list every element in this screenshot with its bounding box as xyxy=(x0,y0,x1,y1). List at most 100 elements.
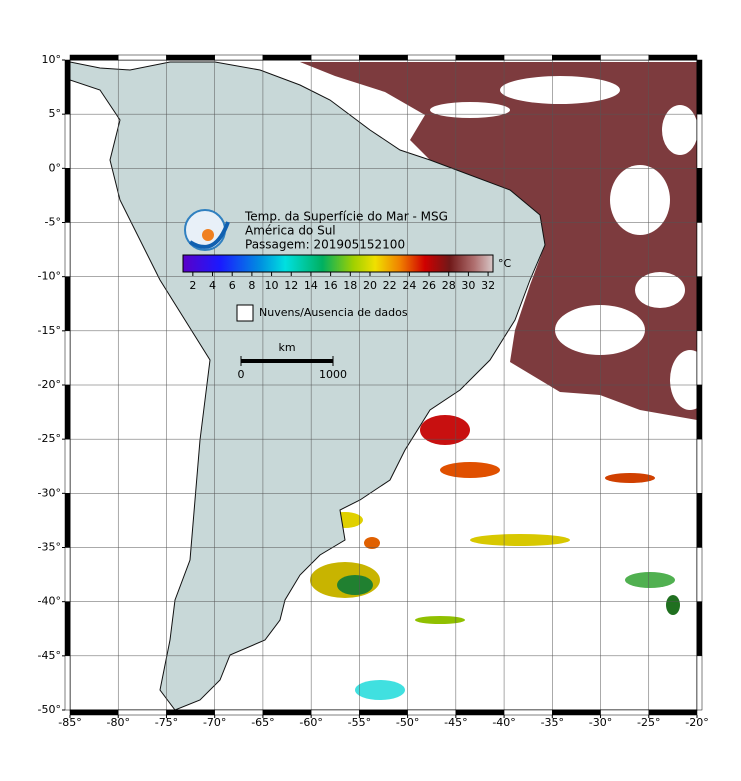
x-tick-label: -25° xyxy=(637,716,660,729)
colorbar-tick-label: 4 xyxy=(209,279,216,292)
y-tick-label: -35° xyxy=(38,541,61,554)
sst-patches xyxy=(310,415,680,700)
frame-segment xyxy=(552,709,601,716)
x-tick-label: -35° xyxy=(541,716,564,729)
frame-segment xyxy=(552,54,601,61)
frame-segment xyxy=(407,709,457,716)
frame-segment xyxy=(310,709,360,716)
colorbar-tick-label: 16 xyxy=(324,279,338,292)
frame-segment xyxy=(64,113,71,169)
frame-segment xyxy=(166,54,215,61)
y-tick-label: -25° xyxy=(38,432,61,445)
y-tick-label: 5° xyxy=(49,107,62,120)
colorbar-tick-label: 18 xyxy=(343,279,357,292)
frame-segment xyxy=(214,709,264,716)
colorbar-tick-label: 2 xyxy=(189,279,196,292)
axes: -85° -80° -75° -70° -65° -60° -55° -50° -45° -40°… xyxy=(38,53,709,729)
frame-segment xyxy=(64,493,71,548)
frame-segment xyxy=(648,709,698,716)
frame-segment xyxy=(64,438,71,494)
frame-segment xyxy=(455,54,505,61)
frame-segment xyxy=(117,54,167,61)
colorbar-tick-label: 10 xyxy=(265,279,279,292)
title-line: Passagem: 201905152100 xyxy=(245,238,405,252)
colorbar-tick-label: 26 xyxy=(422,279,436,292)
y-tick-label: -5° xyxy=(45,216,61,229)
frame-segment xyxy=(696,655,703,711)
frame-segment xyxy=(503,54,553,61)
y-tick-label: -45° xyxy=(38,649,61,662)
y-tick-label: -10° xyxy=(38,270,61,283)
frame-segment xyxy=(262,709,312,716)
y-tick-label: 10° xyxy=(42,53,62,66)
frame-segment xyxy=(696,59,703,115)
frame-segment xyxy=(64,222,71,277)
x-tick-label: -30° xyxy=(589,716,612,729)
frame-segment xyxy=(359,709,408,716)
x-tick-label: -85° xyxy=(58,716,81,729)
cloud-gaps xyxy=(430,76,697,410)
x-tick-label: -60° xyxy=(299,716,322,729)
frame-segment xyxy=(696,168,703,223)
map-body xyxy=(70,60,697,710)
legend-swatch xyxy=(236,304,254,322)
frame-segment xyxy=(214,54,264,61)
frame-segment xyxy=(117,709,167,716)
colorbar-tick-label: 28 xyxy=(442,279,456,292)
x-tick-label: -80° xyxy=(106,716,129,729)
y-tick-label: -15° xyxy=(38,324,61,337)
x-tick-label: -50° xyxy=(396,716,419,729)
frame-segment xyxy=(696,330,703,386)
y-tick-label: 0° xyxy=(49,161,62,174)
frame-segment xyxy=(64,655,71,711)
frame-segment xyxy=(310,54,360,61)
colorbar-tick-label: 30 xyxy=(461,279,475,292)
frame-segment xyxy=(359,54,408,61)
y-tick-label: -50° xyxy=(38,703,61,716)
frame-segment xyxy=(64,59,71,115)
frame-segment xyxy=(696,493,703,548)
scale-tick-label: 1000 xyxy=(319,368,347,381)
scale-bar: km 0 1000 xyxy=(238,341,348,381)
colorbar xyxy=(182,254,494,273)
graticule xyxy=(70,60,697,710)
frame-segment xyxy=(696,384,703,440)
colorbar-tick-label: 6 xyxy=(229,279,236,292)
y-tick-label: -20° xyxy=(38,378,61,391)
x-tick-label: -75° xyxy=(155,716,178,729)
frame-segment xyxy=(696,276,703,332)
scale-unit: km xyxy=(278,341,295,354)
frame-segment xyxy=(455,709,505,716)
title-line: América do Sul xyxy=(245,224,336,238)
frame-segment xyxy=(600,54,650,61)
frame-segment xyxy=(696,601,703,657)
x-tick-label: -45° xyxy=(444,716,467,729)
frame-segment xyxy=(69,709,119,716)
y-tick-label: -40° xyxy=(38,595,61,608)
colorbar-tick-label: 22 xyxy=(383,279,397,292)
x-tick-label: -70° xyxy=(203,716,226,729)
colorbar-ticks: 2 4 6 8 10 12 14 16 18 20 22 24 26 28 30 32 xyxy=(189,272,495,292)
x-tick-label: -20° xyxy=(685,716,708,729)
colorbar-tick-label: 32 xyxy=(481,279,495,292)
frame-segment xyxy=(166,709,215,716)
frame-segment xyxy=(696,438,703,494)
title-line: Temp. da Superfície do Mar - MSG xyxy=(244,210,448,224)
frame-segment xyxy=(64,330,71,386)
frame-segment xyxy=(64,168,71,223)
colorbar-tick-label: 14 xyxy=(304,279,318,292)
product-logo xyxy=(184,209,230,251)
colorbar-unit: °C xyxy=(498,257,512,270)
scale-tick-label: 0 xyxy=(238,368,245,381)
colorbar-tick-label: 8 xyxy=(248,279,255,292)
x-tick-label: -65° xyxy=(251,716,274,729)
scale-bar-body xyxy=(241,359,333,363)
frame-segment xyxy=(600,709,650,716)
colorbar-tick-label: 24 xyxy=(402,279,416,292)
frame-segment xyxy=(64,276,71,332)
frame-segment xyxy=(64,384,71,440)
frame-segment xyxy=(407,54,457,61)
frame-segment xyxy=(64,601,71,657)
colorbar-tick-label: 20 xyxy=(363,279,377,292)
